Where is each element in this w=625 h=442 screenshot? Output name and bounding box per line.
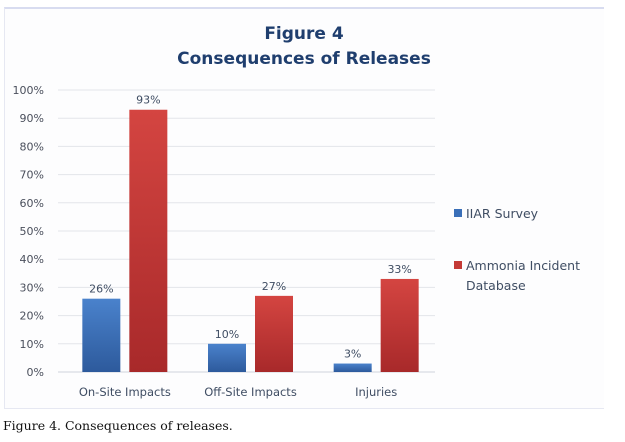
x-category-label: Injuries [355, 385, 397, 399]
y-tick-label: 30% [20, 281, 44, 294]
bar [255, 295, 293, 372]
x-category-label: Off-Site Impacts [204, 385, 297, 399]
bar [208, 343, 246, 372]
y-tick-label: 50% [20, 225, 44, 238]
bar [380, 278, 419, 372]
legend-label: IIAR Survey [466, 206, 539, 221]
legend-label: Database [466, 278, 526, 293]
y-tick-label: 60% [20, 197, 44, 210]
data-label: 27% [262, 280, 286, 293]
legend-swatch [454, 261, 462, 269]
y-tick-label: 100% [13, 84, 44, 97]
data-label: 93% [136, 94, 160, 107]
chart-title-line1: Figure 4 [264, 24, 344, 44]
legend-swatch [454, 209, 462, 217]
data-label: 26% [89, 283, 113, 296]
y-tick-label: 90% [20, 112, 44, 125]
data-label: 3% [344, 348, 361, 361]
bar [129, 109, 168, 373]
y-tick-label: 10% [20, 338, 44, 351]
y-tick-label: 40% [20, 253, 44, 266]
bar [82, 298, 121, 372]
y-tick-label: 0% [27, 366, 44, 379]
chart-title-line2: Consequences of Releases [177, 49, 431, 69]
x-category-label: On-Site Impacts [79, 385, 171, 399]
data-label: 10% [215, 328, 239, 341]
y-tick-label: 70% [20, 169, 44, 182]
figure-caption: Figure 4. Consequences of releases. [3, 418, 233, 433]
legend-label: Ammonia Incident [466, 258, 580, 273]
data-label: 33% [387, 263, 411, 276]
y-tick-label: 80% [20, 140, 44, 153]
y-tick-label: 20% [20, 310, 44, 323]
bar [333, 363, 372, 372]
